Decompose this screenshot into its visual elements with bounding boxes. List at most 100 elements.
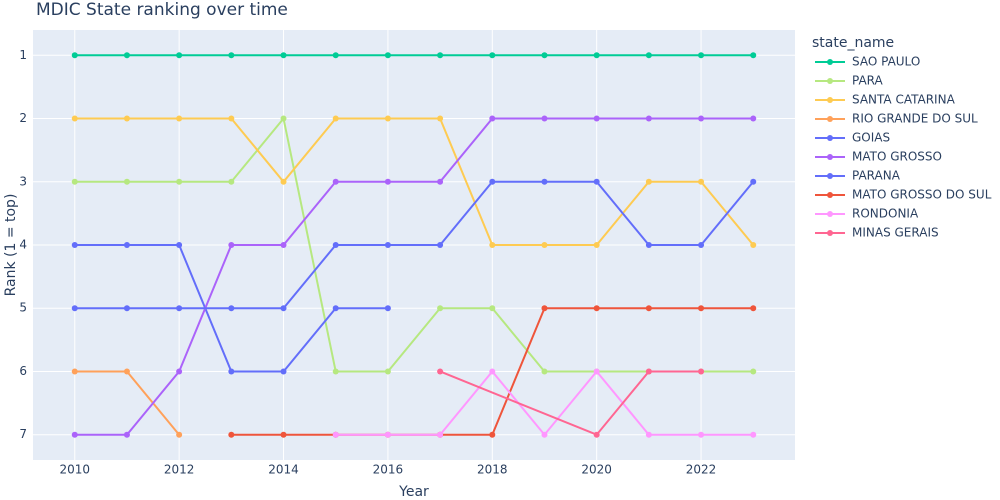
legend-marker	[827, 192, 833, 198]
data-point	[489, 52, 496, 59]
data-point	[541, 368, 548, 375]
series	[71, 178, 757, 312]
data-point	[384, 431, 391, 438]
data-point	[645, 242, 652, 248]
data-point	[645, 115, 652, 122]
data-point	[228, 368, 235, 375]
data-point	[123, 115, 130, 122]
y-tick-label: 4	[19, 238, 27, 252]
data-point	[489, 115, 496, 122]
data-point	[280, 115, 287, 122]
data-point	[489, 242, 496, 248]
legend-label: SANTA CATARINA	[852, 93, 956, 107]
data-point	[750, 115, 757, 122]
legend-label: RIO GRANDE DO SUL	[852, 112, 978, 126]
data-point	[384, 368, 391, 375]
data-point	[698, 305, 705, 312]
y-tick-label: 5	[19, 301, 27, 315]
data-point	[176, 52, 183, 59]
data-point	[541, 115, 548, 122]
series	[71, 242, 391, 375]
data-point	[698, 178, 705, 185]
data-point	[280, 242, 287, 248]
data-point	[71, 115, 78, 122]
data-point	[645, 431, 652, 438]
data-point	[332, 242, 339, 248]
x-tick-label: 2010	[59, 463, 90, 477]
data-point	[750, 431, 757, 438]
data-point	[645, 305, 652, 312]
data-point	[280, 178, 287, 185]
data-point	[123, 305, 130, 312]
data-point	[71, 242, 78, 248]
data-point	[332, 115, 339, 122]
legend-marker	[827, 78, 833, 84]
legend-marker	[827, 154, 833, 160]
y-axis-title: Rank (1 = top)	[3, 194, 19, 297]
series-line	[74, 116, 754, 373]
y-tick-label: 1	[19, 48, 27, 62]
data-point	[384, 242, 391, 248]
data-point	[437, 368, 444, 375]
legend-label: MATO GROSSO DO SUL	[852, 188, 992, 202]
series-line	[74, 180, 755, 310]
data-point	[593, 115, 600, 122]
x-tick-label: 2012	[164, 463, 195, 477]
data-point	[750, 242, 757, 248]
data-point	[176, 178, 183, 185]
legend-title: state_name	[812, 35, 894, 51]
data-point	[645, 368, 652, 375]
data-point	[437, 431, 444, 438]
data-point	[750, 52, 757, 59]
data-point	[332, 52, 339, 59]
data-point	[437, 305, 444, 312]
series-line	[439, 370, 702, 436]
data-point	[384, 52, 391, 59]
data-point	[698, 368, 705, 375]
data-point	[384, 178, 391, 185]
series	[71, 368, 183, 438]
data-point	[176, 242, 183, 248]
data-point	[332, 305, 339, 312]
data-point	[750, 305, 757, 312]
data-point	[71, 431, 78, 438]
data-point	[332, 431, 339, 438]
data-point	[123, 242, 130, 248]
data-point	[228, 178, 235, 185]
data-point	[593, 52, 600, 59]
data-point	[489, 305, 496, 312]
series	[437, 368, 705, 438]
legend-marker	[827, 135, 833, 141]
data-point	[645, 52, 652, 59]
legend-marker	[827, 97, 833, 103]
data-point	[437, 52, 444, 59]
data-point	[280, 52, 287, 59]
data-point	[123, 178, 130, 185]
data-point	[437, 115, 444, 122]
legend-marker	[827, 59, 833, 65]
x-tick-label: 2016	[373, 463, 404, 477]
data-point	[593, 305, 600, 312]
data-point	[489, 368, 496, 375]
x-tick-label: 2022	[686, 463, 717, 477]
data-point	[593, 242, 600, 248]
data-point	[541, 52, 548, 59]
legend-label: MATO GROSSO	[852, 150, 942, 164]
legend-label: RONDONIA	[852, 207, 919, 221]
series-line	[74, 117, 754, 436]
data-point	[593, 368, 600, 375]
data-point	[593, 178, 600, 185]
data-point	[489, 178, 496, 185]
data-point	[176, 368, 183, 375]
data-point	[228, 242, 235, 248]
x-axis-title: Year	[398, 484, 429, 500]
legend-marker	[827, 116, 833, 122]
data-point	[698, 52, 705, 59]
legend-label: PARA	[852, 74, 884, 88]
y-tick-label: 6	[19, 364, 27, 378]
legend-label: SAO PAULO	[852, 55, 920, 69]
data-point	[228, 115, 235, 122]
data-point	[280, 431, 287, 438]
series	[71, 52, 757, 59]
data-point	[541, 242, 548, 248]
